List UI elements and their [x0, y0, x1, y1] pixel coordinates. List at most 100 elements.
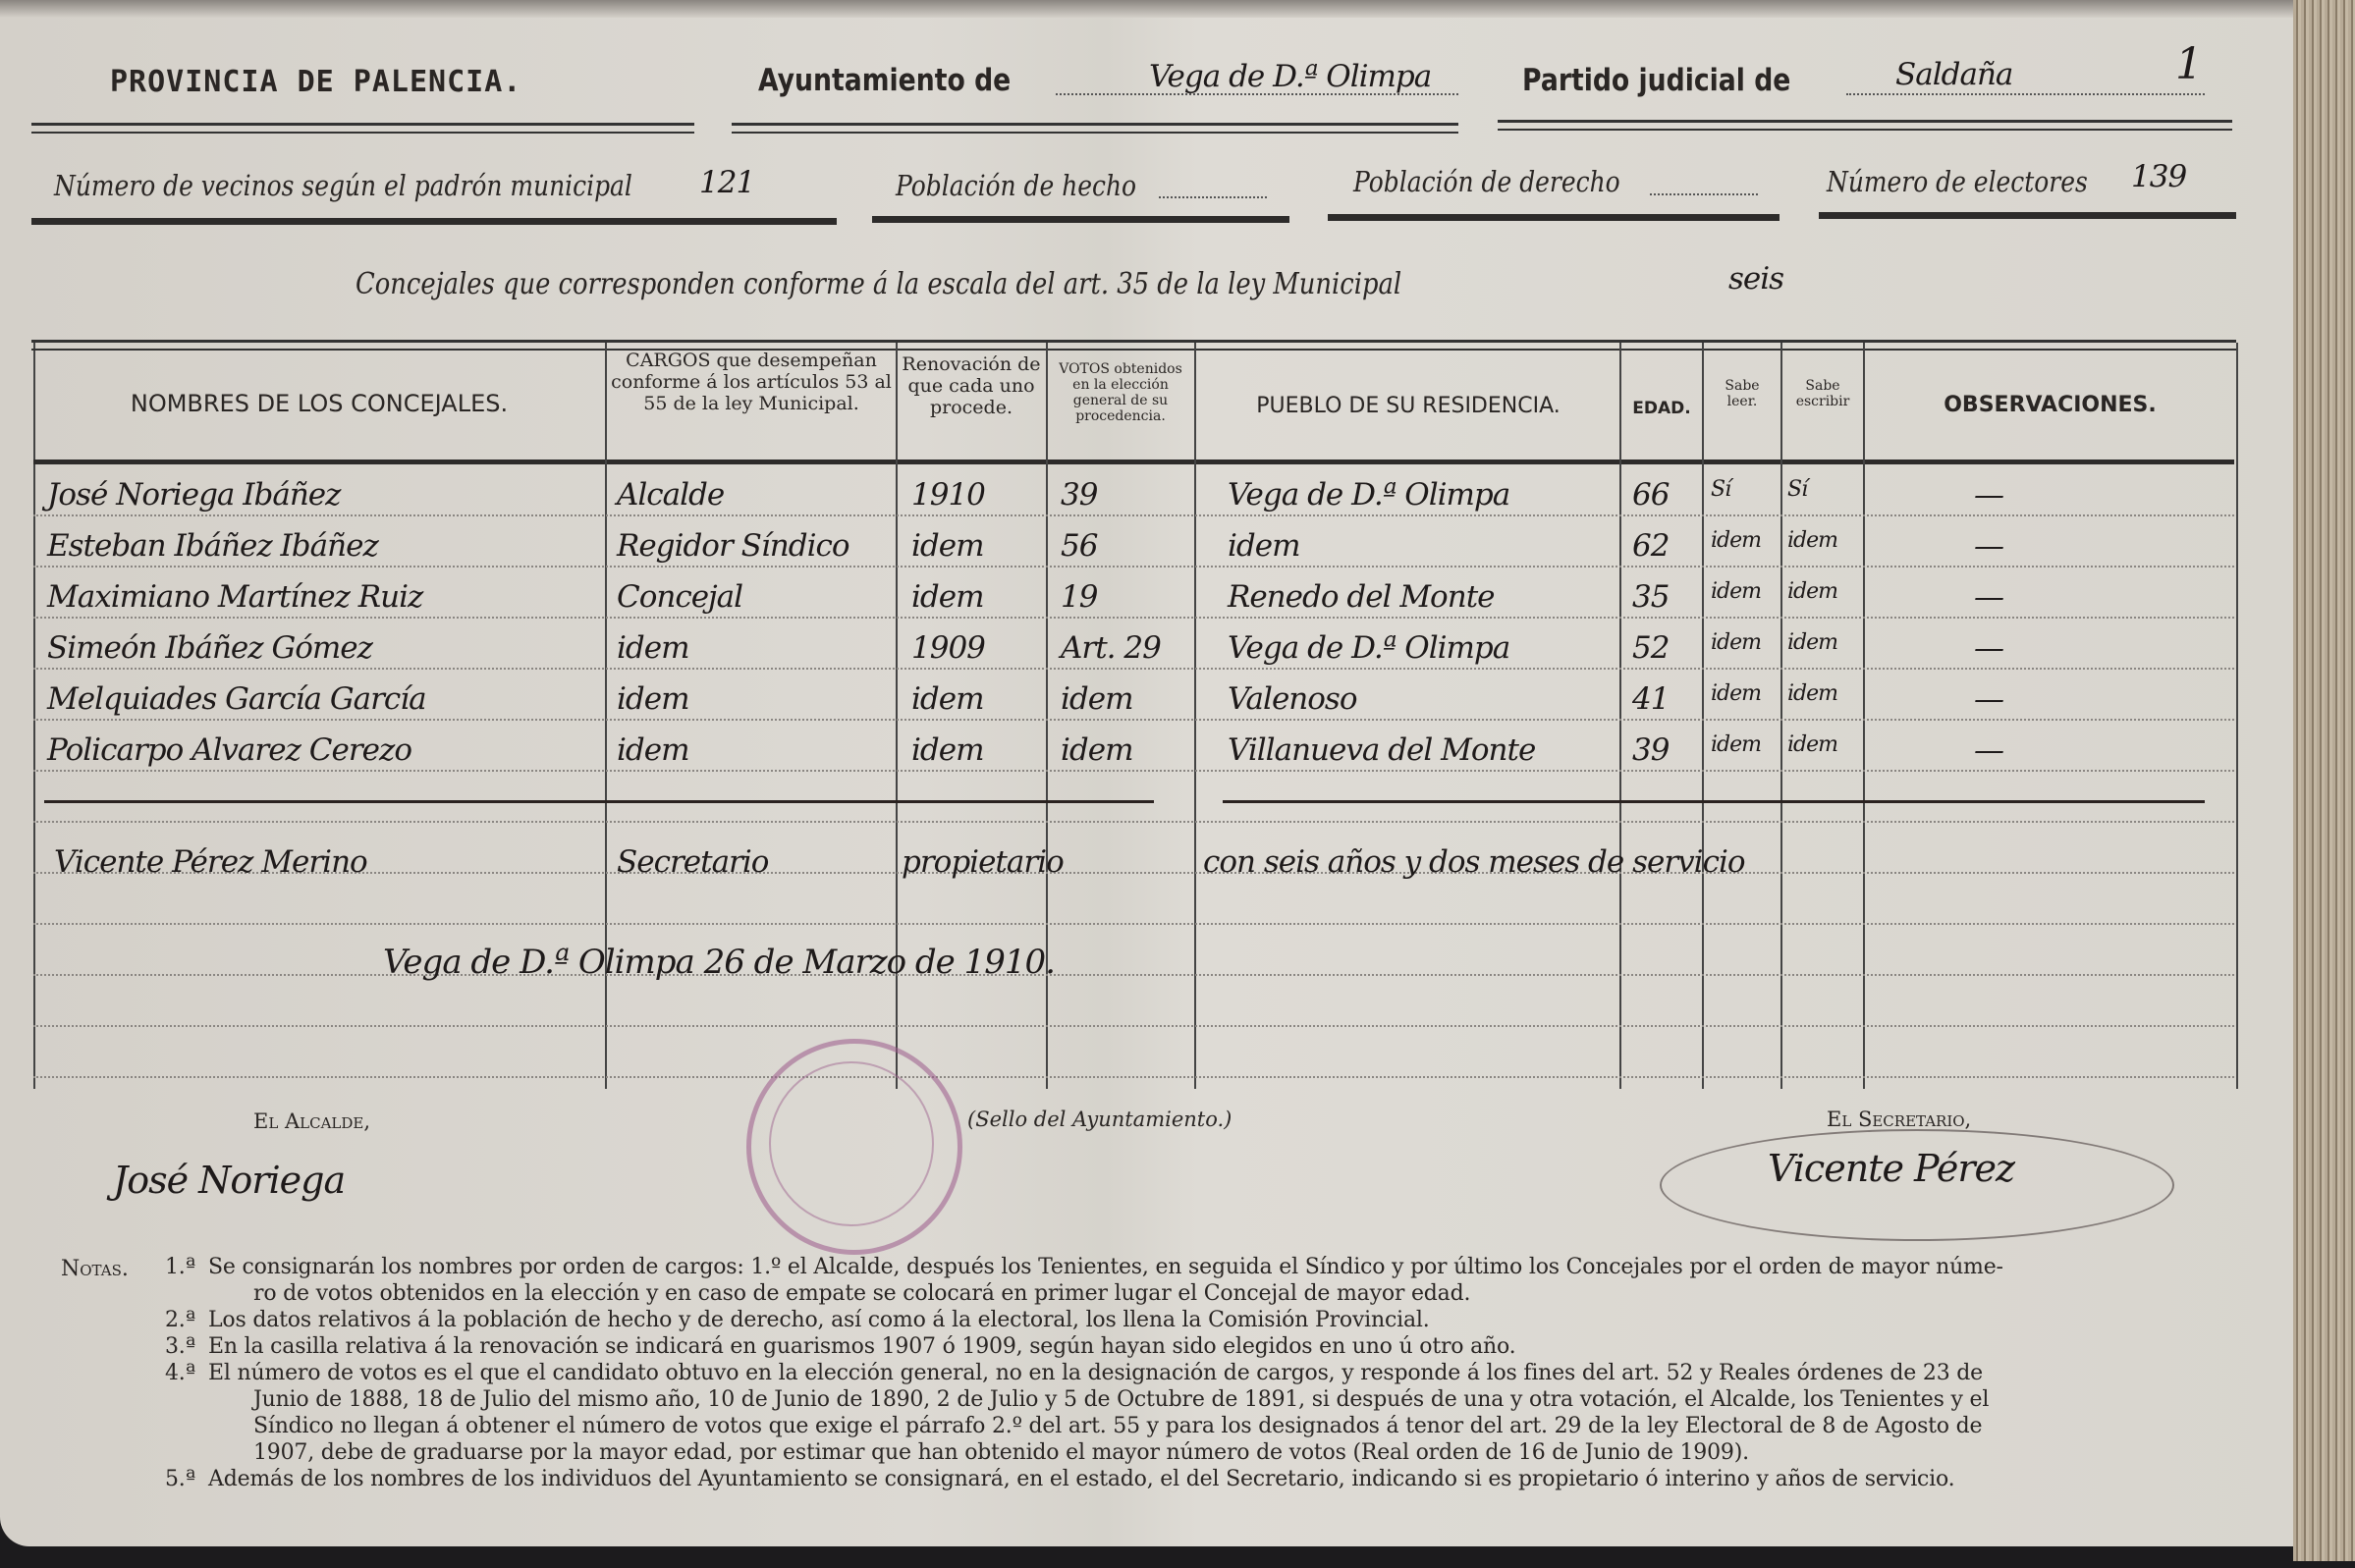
note-line: Además de los nombres de los individuos …	[208, 1467, 1955, 1491]
row-guide-line	[33, 974, 2234, 976]
signature-flourish	[1660, 1129, 2174, 1241]
provincia-title: PROVINCIA DE PALENCIA.	[110, 65, 522, 99]
cell-votos: 56	[1061, 528, 1098, 564]
closing-rule	[44, 800, 1154, 803]
col-nombres: NOMBRES DE LOS CONCEJALES.	[130, 390, 509, 417]
cell-edad: 39	[1632, 732, 1670, 768]
cell-escribir: Sí	[1787, 477, 1808, 502]
note-line: Junio de 1888, 18 de Julio del mismo año…	[253, 1387, 1990, 1412]
cell-leer: idem	[1711, 681, 1762, 706]
cell-escribir: idem	[1787, 579, 1838, 604]
alcalde-signature: José Noriega	[113, 1159, 346, 1202]
sello-label: (Sello del Ayuntamiento.)	[967, 1108, 1232, 1131]
row-guide-line	[33, 668, 2234, 670]
cell-nombre: Esteban Ibáñez Ibáñez	[47, 528, 379, 564]
note-line: El número de votos es el que el candidat…	[208, 1361, 1983, 1385]
cell-leer: Sí	[1711, 477, 1731, 502]
row-guide-line	[33, 770, 2234, 772]
note-line: Síndico no llegan á obtener el número de…	[253, 1414, 1983, 1438]
col-votos: VOTOS obtenidos en la elección general d…	[1059, 361, 1182, 424]
note-number: 5.ª	[165, 1467, 195, 1491]
derecho-dots	[1650, 193, 1758, 195]
rule	[1819, 212, 2236, 219]
cell-edad: 52	[1632, 630, 1670, 666]
row-guide-line	[33, 1076, 2234, 1078]
secretary-service: con seis años y dos meses de servicio	[1203, 844, 1746, 880]
cell-leer: idem	[1711, 579, 1762, 604]
electores-value: 139	[2131, 159, 2187, 194]
hecho-dots	[1159, 196, 1267, 198]
cell-renovacion: idem	[911, 732, 984, 768]
row-guide-line	[33, 566, 2234, 568]
row-guide-line	[33, 821, 2234, 823]
cell-escribir: idem	[1787, 681, 1838, 706]
note-line: Se consignarán los nombres por orden de …	[208, 1255, 2003, 1279]
cell-pueblo: Villanueva del Monte	[1228, 732, 1536, 768]
cell-votos: idem	[1061, 732, 1133, 768]
cell-nombre: Melquiades García García	[47, 681, 427, 717]
municipal-stamp	[746, 1039, 962, 1255]
cell-cargo: Concejal	[617, 579, 743, 615]
note-number: 1.ª	[165, 1255, 195, 1279]
column-divider	[1702, 343, 1704, 1089]
col-escribir: Sabe escribir	[1795, 378, 1850, 409]
stamp-inner-ring	[769, 1061, 934, 1226]
hecho-label: Población de hecho	[896, 169, 1137, 202]
col-observaciones: OBSERVACIONES.	[1944, 393, 2157, 417]
partido-dots	[1846, 93, 2205, 95]
cell-pueblo: Vega de D.ª Olimpa	[1228, 477, 1510, 513]
rule	[31, 218, 837, 225]
cell-pueblo: Renedo del Monte	[1228, 579, 1495, 615]
col-renovacion: Renovación de que cada uno procede.	[902, 353, 1041, 418]
note-line: 1907, debe de graduarse por la mayor eda…	[253, 1440, 1749, 1465]
cell-pueblo: idem	[1228, 528, 1300, 564]
partido-label: Partido judicial de	[1522, 63, 1791, 98]
folio-number: 1	[2175, 39, 2203, 89]
cell-renovacion: 1910	[911, 477, 986, 513]
note-number: 3.ª	[165, 1334, 195, 1359]
cell-nombre: Policarpo Alvarez Cerezo	[47, 732, 412, 768]
col-edad: EDAD.	[1632, 399, 1691, 418]
council-table	[33, 343, 2238, 1089]
cell-obs: —	[1974, 528, 2004, 564]
ayuntamiento-label: Ayuntamiento de	[758, 63, 1012, 98]
rule	[31, 123, 694, 134]
row-guide-line	[33, 514, 2234, 516]
secretary-name: Vicente Pérez Merino	[54, 844, 368, 880]
book-page-edges	[2293, 0, 2355, 1561]
closing-rule	[1223, 800, 2205, 803]
cell-obs: —	[1974, 732, 2004, 768]
row-guide-line	[33, 872, 2234, 874]
col-cargos: CARGOS que desempeñan conforme á los art…	[611, 350, 892, 414]
cell-cargo: idem	[617, 732, 689, 768]
cell-obs: —	[1974, 681, 2004, 717]
column-divider	[1194, 343, 1196, 1089]
alcalde-label: El Alcalde,	[253, 1109, 371, 1133]
cell-pueblo: Vega de D.ª Olimpa	[1228, 630, 1510, 666]
rule	[1328, 214, 1780, 221]
rule	[1498, 120, 2232, 131]
cell-pueblo: Valenoso	[1228, 681, 1357, 717]
column-divider	[1046, 343, 1048, 1089]
concejales-value: seis	[1728, 261, 1784, 297]
vecinos-value: 121	[699, 165, 755, 200]
cell-nombre: Maximiano Martínez Ruiz	[47, 579, 423, 615]
vecinos-label: Número de vecinos según el padrón munici…	[54, 169, 632, 202]
cell-escribir: idem	[1787, 528, 1838, 553]
electores-label: Número de electores	[1827, 165, 2088, 198]
cell-edad: 35	[1632, 579, 1670, 615]
cell-votos: idem	[1061, 681, 1133, 717]
column-divider	[605, 343, 607, 1089]
secretario-label: El Secretario,	[1827, 1108, 1972, 1131]
rule	[872, 216, 1289, 223]
concejales-label: Concejales que corresponden conforme á l…	[356, 267, 1402, 301]
cell-escribir: idem	[1787, 630, 1838, 655]
note-line: En la casilla relativa á la renovación s…	[208, 1334, 1516, 1359]
cell-votos: 39	[1061, 477, 1098, 513]
cell-renovacion: 1909	[911, 630, 986, 666]
cell-edad: 62	[1632, 528, 1670, 564]
row-guide-line	[33, 1025, 2234, 1027]
secretary-status: propietario	[902, 844, 1065, 880]
partido-value: Saldaña	[1895, 57, 2013, 92]
note-line: ro de votos obtenidos en la elección y e…	[253, 1281, 1471, 1306]
